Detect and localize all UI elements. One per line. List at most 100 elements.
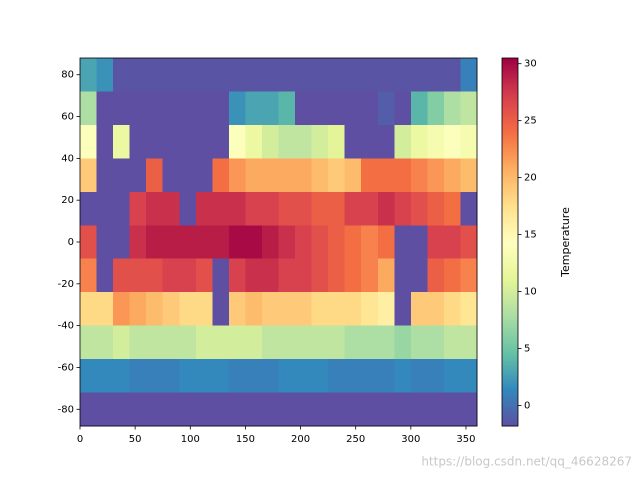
cell [344,158,362,193]
cell [295,124,313,159]
colorbar-swatch [502,374,518,377]
cell [443,292,461,327]
cell [162,124,180,159]
cell [460,325,478,360]
colorbar-swatch [502,354,518,357]
colorbar-frame [501,57,519,427]
colorbar-swatch [502,180,518,183]
cell [245,359,263,394]
cell [80,359,98,394]
colorbar-tick-label: 5 [524,344,530,355]
cell [344,258,362,293]
cell [162,158,180,193]
cell [427,158,445,193]
cell [80,392,98,427]
cell [162,58,180,92]
colorbar-swatch [502,172,518,175]
colorbar-swatch [502,306,518,309]
cell [228,225,246,260]
colorbar-swatch [502,244,518,247]
cell [311,359,329,394]
cell [129,325,147,360]
cell [245,392,263,427]
cell [261,58,279,92]
cell [361,225,379,260]
colorbar-swatch [502,188,518,191]
x-tick-label: 0 [77,434,83,445]
colorbar-tick-label: 30 [524,59,537,70]
cell [212,91,230,126]
colorbar-swatch [502,276,518,279]
colorbar [502,58,518,427]
colorbar-swatch [502,152,518,155]
cell [427,325,445,360]
y-tick-label: -80 [58,404,74,415]
cell [377,124,395,159]
cell [311,292,329,327]
colorbar-swatch [502,424,518,427]
cell [311,191,329,226]
cell [162,191,180,226]
cell [328,91,346,126]
cell [96,91,114,126]
cell [443,91,461,126]
colorbar-swatch [502,228,518,231]
colorbar-swatch [502,294,518,297]
cell [261,359,279,394]
colorbar-swatch [502,262,518,265]
colorbar-swatch [502,216,518,219]
cell [427,58,445,92]
cell [344,191,362,226]
cell [410,158,428,193]
cell [278,191,296,226]
colorbar-label: Temperature [559,207,572,278]
cell [80,292,98,327]
colorbar-swatch [502,284,518,287]
cell [394,225,412,260]
cell [195,158,213,193]
cell [460,91,478,126]
colorbar-swatch [502,344,518,347]
colorbar-swatch [502,156,518,159]
colorbar-swatch [502,406,518,409]
cell [179,58,197,92]
y-tick-label: 60 [61,112,74,123]
colorbar-swatch [502,174,518,177]
colorbar-swatch [502,320,518,323]
cell [278,91,296,126]
cell [295,91,313,126]
colorbar-tick-label: 10 [524,287,537,298]
cell [443,158,461,193]
colorbar-swatch [502,336,518,339]
cell [113,58,131,92]
cell [245,225,263,260]
cell [361,392,379,427]
cell [179,392,197,427]
cell [295,258,313,293]
cell [311,58,329,92]
cell [146,392,164,427]
cell [328,359,346,394]
colorbar-swatch [502,246,518,249]
cell [146,258,164,293]
colorbar-swatch [502,162,518,165]
colorbar-swatch [502,80,518,83]
x-tick-label: 150 [236,434,255,445]
colorbar-swatch [502,166,518,169]
cell [129,392,147,427]
colorbar-swatch [502,150,518,153]
colorbar-swatch [502,58,518,61]
colorbar-swatch [502,352,518,355]
cell [129,225,147,260]
colorbar-swatch [502,232,518,235]
colorbar-swatch [502,142,518,145]
cell [443,325,461,360]
colorbar-tick-label: 25 [524,116,537,127]
cell [344,91,362,126]
colorbar-swatch [502,220,518,223]
y-tick-label: 0 [68,237,74,248]
cell [278,225,296,260]
cell [278,258,296,293]
cell [344,359,362,394]
colorbar-swatch [502,304,518,307]
